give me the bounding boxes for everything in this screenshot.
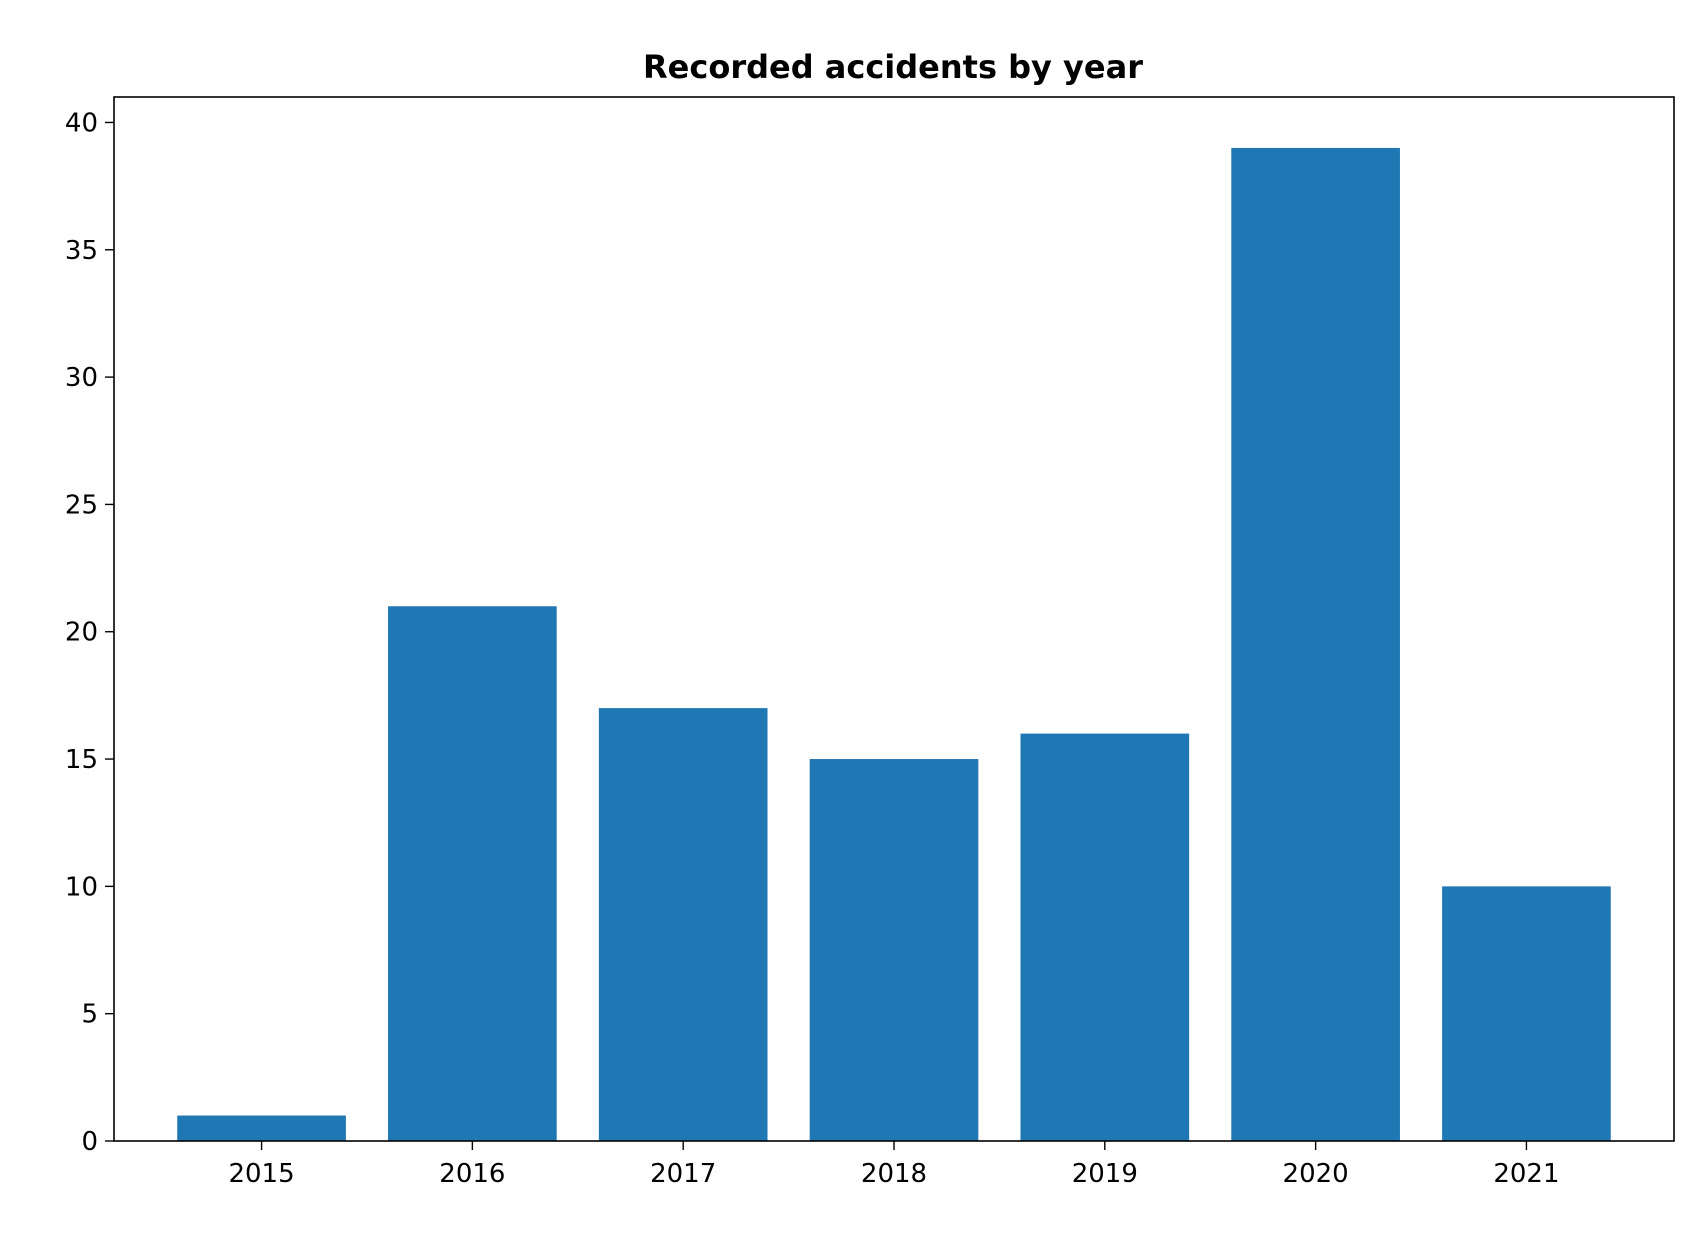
bar-2015: [177, 1115, 346, 1141]
y-tick-label: 40: [65, 108, 98, 138]
bar-2018: [809, 759, 979, 1141]
bar-2020: [1231, 147, 1400, 1141]
x-tick-label: 2016: [439, 1159, 505, 1189]
x-tick-label: 2018: [861, 1159, 927, 1189]
y-tick-label: 10: [65, 872, 98, 902]
y-tick-label: 30: [65, 363, 98, 393]
y-tick-label: 0: [81, 1127, 98, 1157]
x-tick-label: 2020: [1283, 1159, 1349, 1189]
y-tick-label: 20: [65, 618, 98, 648]
bar-2016: [388, 606, 557, 1141]
bar-2019: [1020, 733, 1190, 1141]
x-tick-label: 2021: [1493, 1159, 1559, 1189]
y-tick-label: 5: [81, 1000, 98, 1030]
y-tick-label: 25: [65, 490, 98, 520]
bar-2017: [598, 708, 768, 1141]
x-tick-label: 2015: [228, 1159, 294, 1189]
chart-title: Recorded accidents by year: [643, 48, 1143, 86]
y-tick-label: 35: [65, 236, 98, 266]
bar-2021: [1442, 886, 1611, 1141]
x-tick-label: 2017: [650, 1159, 716, 1189]
x-tick-label: 2019: [1072, 1159, 1138, 1189]
y-tick-label: 15: [65, 745, 98, 775]
plot-area: 0 5 10 15 20 25 30 35 40 2015 2016 2017 2018 2019 2020…: [65, 96, 1675, 1189]
